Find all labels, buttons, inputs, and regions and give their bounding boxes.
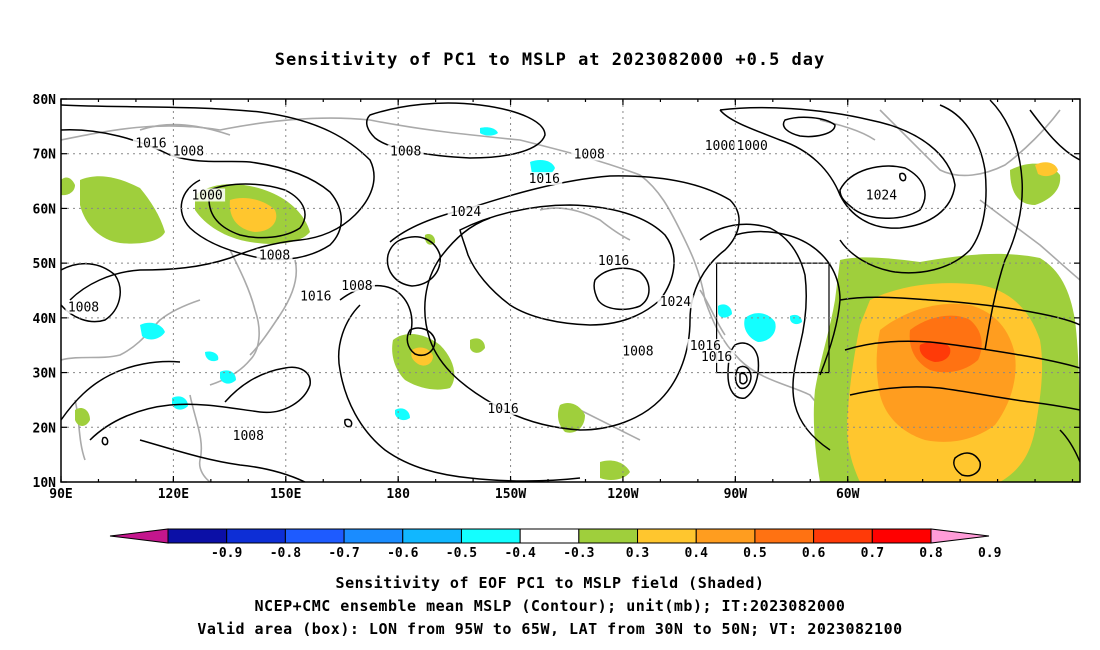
colorbar-swatch xyxy=(578,528,639,544)
caption-line-3: Valid area (box): LON from 95W to 65W, L… xyxy=(197,620,903,638)
colorbar-tick-label: 0.3 xyxy=(626,546,649,561)
contour-label: 1008 xyxy=(390,145,421,160)
colorbar-swatch xyxy=(871,528,932,544)
lat-label: 20N xyxy=(33,421,57,436)
contour-label: 1016 xyxy=(529,172,560,187)
colorbar-tick-label: -0.3 xyxy=(563,546,594,561)
colorbar-swatch xyxy=(754,528,815,544)
colorbar-tick-label: 0.9 xyxy=(978,546,1001,561)
contour-label: 1008 xyxy=(233,429,264,444)
colorbar-swatch xyxy=(167,528,228,544)
lat-label: 50N xyxy=(33,257,57,272)
lon-label: 120E xyxy=(158,487,189,502)
contour-label: 1008 xyxy=(574,147,605,162)
plot-frame xyxy=(60,98,1081,483)
colorbar-high-arrow xyxy=(930,528,990,544)
colorbar-tick-label: 0.6 xyxy=(802,546,826,561)
colorbar-swatch xyxy=(519,528,580,544)
colorbar-tick-label: -0.5 xyxy=(446,546,477,561)
lat-label: 30N xyxy=(33,367,57,382)
colorbar: -0.9 -0.8 -0.7 -0.6 -0.5 -0.4 -0.3 0.3 0.4 0.5 0.6… xyxy=(109,528,1001,561)
contour-label: 1016 xyxy=(487,402,518,417)
lon-label: 60W xyxy=(836,487,860,502)
colorbar-swatch xyxy=(813,528,873,544)
lon-label: 150W xyxy=(495,487,526,502)
contour-label: 1008 xyxy=(173,145,204,160)
contour-label: 1008 xyxy=(341,279,372,294)
caption-line-1: Sensitivity of EOF PC1 to MSLP field (Sh… xyxy=(335,574,765,592)
lon-label: 180 xyxy=(386,487,410,502)
colorbar-tick-label: 0.5 xyxy=(743,546,766,561)
lat-label: 80N xyxy=(33,93,57,108)
lat-label: 10N xyxy=(33,476,57,491)
colorbar-tick-label: -0.6 xyxy=(387,546,418,561)
contour-label: 1000 xyxy=(705,139,736,154)
plot-title: Sensitivity of PC1 to MSLP at 2023082000… xyxy=(274,50,826,70)
colorbar-tick-label: -0.9 xyxy=(211,546,242,561)
colorbar-tick-label: -0.4 xyxy=(504,546,535,561)
lat-label: 70N xyxy=(33,148,57,163)
colorbar-swatch xyxy=(460,528,521,544)
contour-label: 1016 xyxy=(300,290,331,305)
colorbar-swatch xyxy=(402,528,462,544)
lon-label: 90E xyxy=(49,487,72,502)
contour-label: 1016 xyxy=(135,137,166,152)
lon-label: 120W xyxy=(607,487,638,502)
colorbar-swatch xyxy=(695,528,756,544)
lon-axis-labels: 90E 120E 150E 180 150W 120W 90W 60W xyxy=(49,487,859,502)
colorbar-low-arrow xyxy=(109,528,169,544)
lon-label: 90W xyxy=(724,487,748,502)
colorbar-tick-label: -0.7 xyxy=(328,546,359,561)
colorbar-swatch xyxy=(226,528,286,544)
colorbar-tick-label: 0.4 xyxy=(684,546,708,561)
colorbar-tick-label: 0.7 xyxy=(861,546,884,561)
contour-label: 1024 xyxy=(450,205,481,220)
contour-label: 1008 xyxy=(68,301,99,316)
lat-label: 40N xyxy=(33,312,57,327)
contour-label: 1008 xyxy=(259,249,290,264)
lat-lon-grid xyxy=(61,99,1080,482)
contour-label: 1024 xyxy=(660,295,691,310)
mslp-contours xyxy=(61,99,1080,482)
colorbar-tick-label: 0.8 xyxy=(919,546,943,561)
contour-label: 1000 xyxy=(737,139,768,154)
contour-label: 1024 xyxy=(866,188,897,203)
caption-line-2: NCEP+CMC ensemble mean MSLP (Contour); u… xyxy=(254,597,846,615)
contour-label: 1016 xyxy=(701,350,732,365)
contour-label: 1008 xyxy=(622,344,653,359)
colorbar-tick-label: -0.8 xyxy=(270,546,301,561)
colorbar-swatch xyxy=(284,528,345,544)
lon-label: 150E xyxy=(270,487,301,502)
axis-ticks xyxy=(60,98,1080,483)
contour-label: 1000 xyxy=(191,188,222,203)
lat-axis-labels: 80N 70N 60N 50N 40N 30N 20N 10N xyxy=(33,93,57,491)
colorbar-swatch xyxy=(637,528,697,544)
colorbar-swatch xyxy=(343,528,404,544)
lat-label: 60N xyxy=(33,202,57,217)
contour-label: 1016 xyxy=(598,254,629,269)
